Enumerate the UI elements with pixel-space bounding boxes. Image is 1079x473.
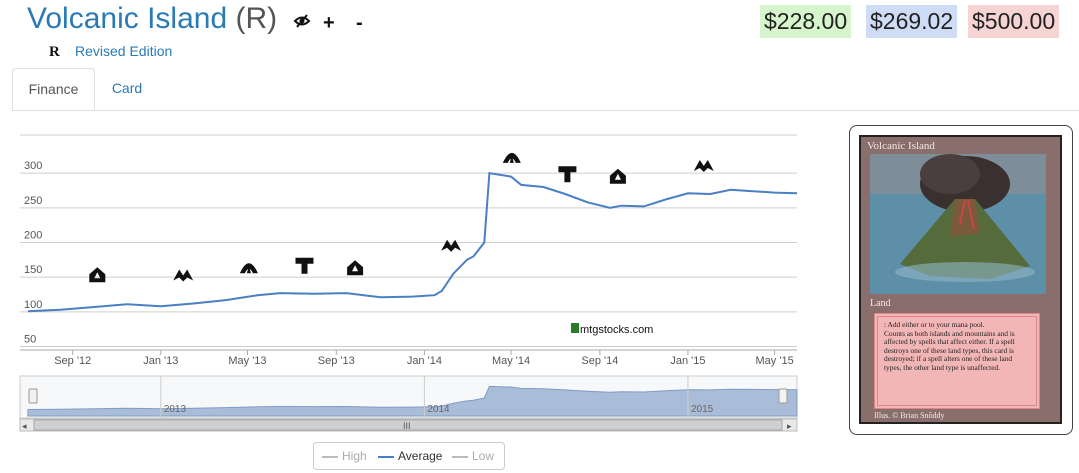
card-art [870, 154, 1046, 294]
navigator-year-label: 2014 [427, 404, 450, 415]
set-symbol: R [49, 44, 60, 60]
y-tick-label: 50 [24, 334, 36, 346]
navigator-right-handle[interactable] [778, 388, 788, 404]
chart-grid [20, 134, 797, 348]
x-tick-label: Sep '14 [581, 355, 618, 367]
x-tick-label: Sep '12 [54, 355, 91, 367]
navigator-left-handle[interactable] [28, 388, 38, 404]
return-to-ravnica-set-icon [89, 267, 106, 283]
magic-2015-set-icon [558, 166, 577, 183]
watermark-text: mtgstocks.com [580, 324, 653, 336]
eye-slash-icon[interactable] [293, 12, 311, 36]
scroll-right-arrow-icon[interactable]: ▸ [787, 421, 792, 431]
card-image-name: Volcanic Island [867, 140, 935, 152]
tab-bar: Finance Card [12, 68, 1079, 111]
price-high: $500.00 [968, 5, 1060, 38]
tab-finance[interactable]: Finance [12, 68, 95, 110]
x-axis-labels: Sep '12 Jan '13 May '13 Sep '13 Jan '14 May '… [20, 349, 797, 367]
mtgstocks-logo-icon [571, 323, 579, 333]
y-tick-label: 250 [24, 195, 42, 207]
card-rules-text: : Add either or to your mana pool. Count… [874, 313, 1040, 409]
navigator-year-label: 2013 [164, 404, 187, 415]
card-image: Volcanic Island Land : Add either or to … [849, 125, 1073, 435]
average-price-line [27, 171, 798, 313]
scrollbar-thumb[interactable] [33, 419, 783, 431]
rules-text: Counts as both islands and mountains and… [884, 328, 1015, 372]
legend-item-average[interactable]: Average [378, 449, 442, 463]
tab-card[interactable]: Card [111, 80, 143, 96]
chart-legend: High Average Low [313, 442, 505, 470]
x-tick-label: Sep '13 [318, 355, 355, 367]
journey-into-nyx-set-icon [502, 152, 521, 163]
price-average: $269.02 [866, 5, 958, 38]
x-tick-label: May '14 [492, 355, 530, 367]
minus-icon[interactable]: - [356, 12, 363, 34]
plus-icon[interactable]: + [323, 12, 335, 34]
y-tick-label: 300 [24, 160, 42, 172]
scrollbar-grip-icon: III [403, 421, 411, 431]
x-tick-label: May '13 [228, 355, 266, 367]
y-tick-label: 150 [24, 264, 42, 276]
navigator-year-label: 2015 [691, 404, 714, 415]
navigator-year-labels: 2013 2014 2015 [160, 376, 714, 418]
dragons-maze-set-icon [239, 263, 258, 274]
x-tick-label: May '15 [756, 355, 794, 367]
mana-ability-text: : Add either or to your mana pool. [884, 320, 985, 329]
magic-2014-set-icon [295, 257, 314, 274]
fate-reforged-set-icon [693, 160, 714, 172]
theros-set-icon [347, 260, 364, 276]
legend-item-low[interactable]: Low [452, 449, 494, 463]
x-tick-label: Jan '14 [407, 355, 442, 367]
card-name: Volcanic Island [27, 2, 228, 35]
x-tick-label: Jan '15 [670, 355, 705, 367]
y-tick-label: 100 [24, 299, 42, 311]
y-tick-label: 200 [24, 230, 42, 242]
legend-item-high[interactable]: High [322, 449, 367, 463]
watermark: mtgstocks.com [571, 323, 653, 336]
born-of-the-gods-set-icon [441, 239, 462, 252]
card-illustrator: Illus. © Brian Snõddy [874, 411, 945, 420]
card-title: Volcanic Island (R) [27, 2, 277, 36]
price-low: $228.00 [760, 5, 852, 38]
card-type-line: Land [870, 298, 891, 309]
rarity: (R) [235, 2, 278, 35]
navigator-area [27, 385, 798, 417]
y-axis-labels: 50 100 150 200 250 300 [24, 160, 42, 345]
gatecrash-set-icon [173, 269, 194, 282]
set-name-link[interactable]: Revised Edition [75, 43, 173, 59]
set-release-icons [89, 152, 714, 283]
navigator[interactable]: 2013 2014 2015 III ◂ ▸ [19, 375, 798, 432]
khans-of-tarkir-set-icon [609, 168, 626, 184]
scroll-left-arrow-icon[interactable]: ◂ [22, 421, 27, 431]
x-tick-label: Jan '13 [143, 355, 178, 367]
